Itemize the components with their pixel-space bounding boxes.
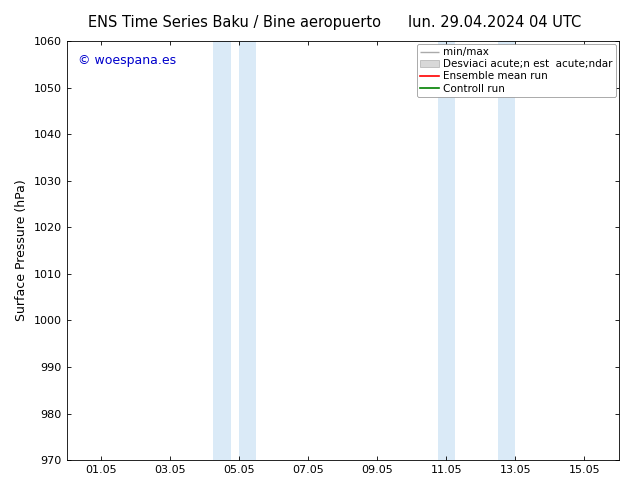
Text: ENS Time Series Baku / Bine aeropuerto: ENS Time Series Baku / Bine aeropuerto bbox=[88, 15, 381, 30]
Bar bbox=[437, 41, 455, 460]
Text: © woespana.es: © woespana.es bbox=[77, 53, 176, 67]
Bar bbox=[239, 41, 256, 460]
Text: lun. 29.04.2024 04 UTC: lun. 29.04.2024 04 UTC bbox=[408, 15, 581, 30]
Legend: min/max, Desviaci acute;n est  acute;ndar, Ensemble mean run, Controll run: min/max, Desviaci acute;n est acute;ndar… bbox=[417, 44, 616, 97]
Bar bbox=[213, 41, 231, 460]
Bar bbox=[498, 41, 515, 460]
Y-axis label: Surface Pressure (hPa): Surface Pressure (hPa) bbox=[15, 180, 28, 321]
